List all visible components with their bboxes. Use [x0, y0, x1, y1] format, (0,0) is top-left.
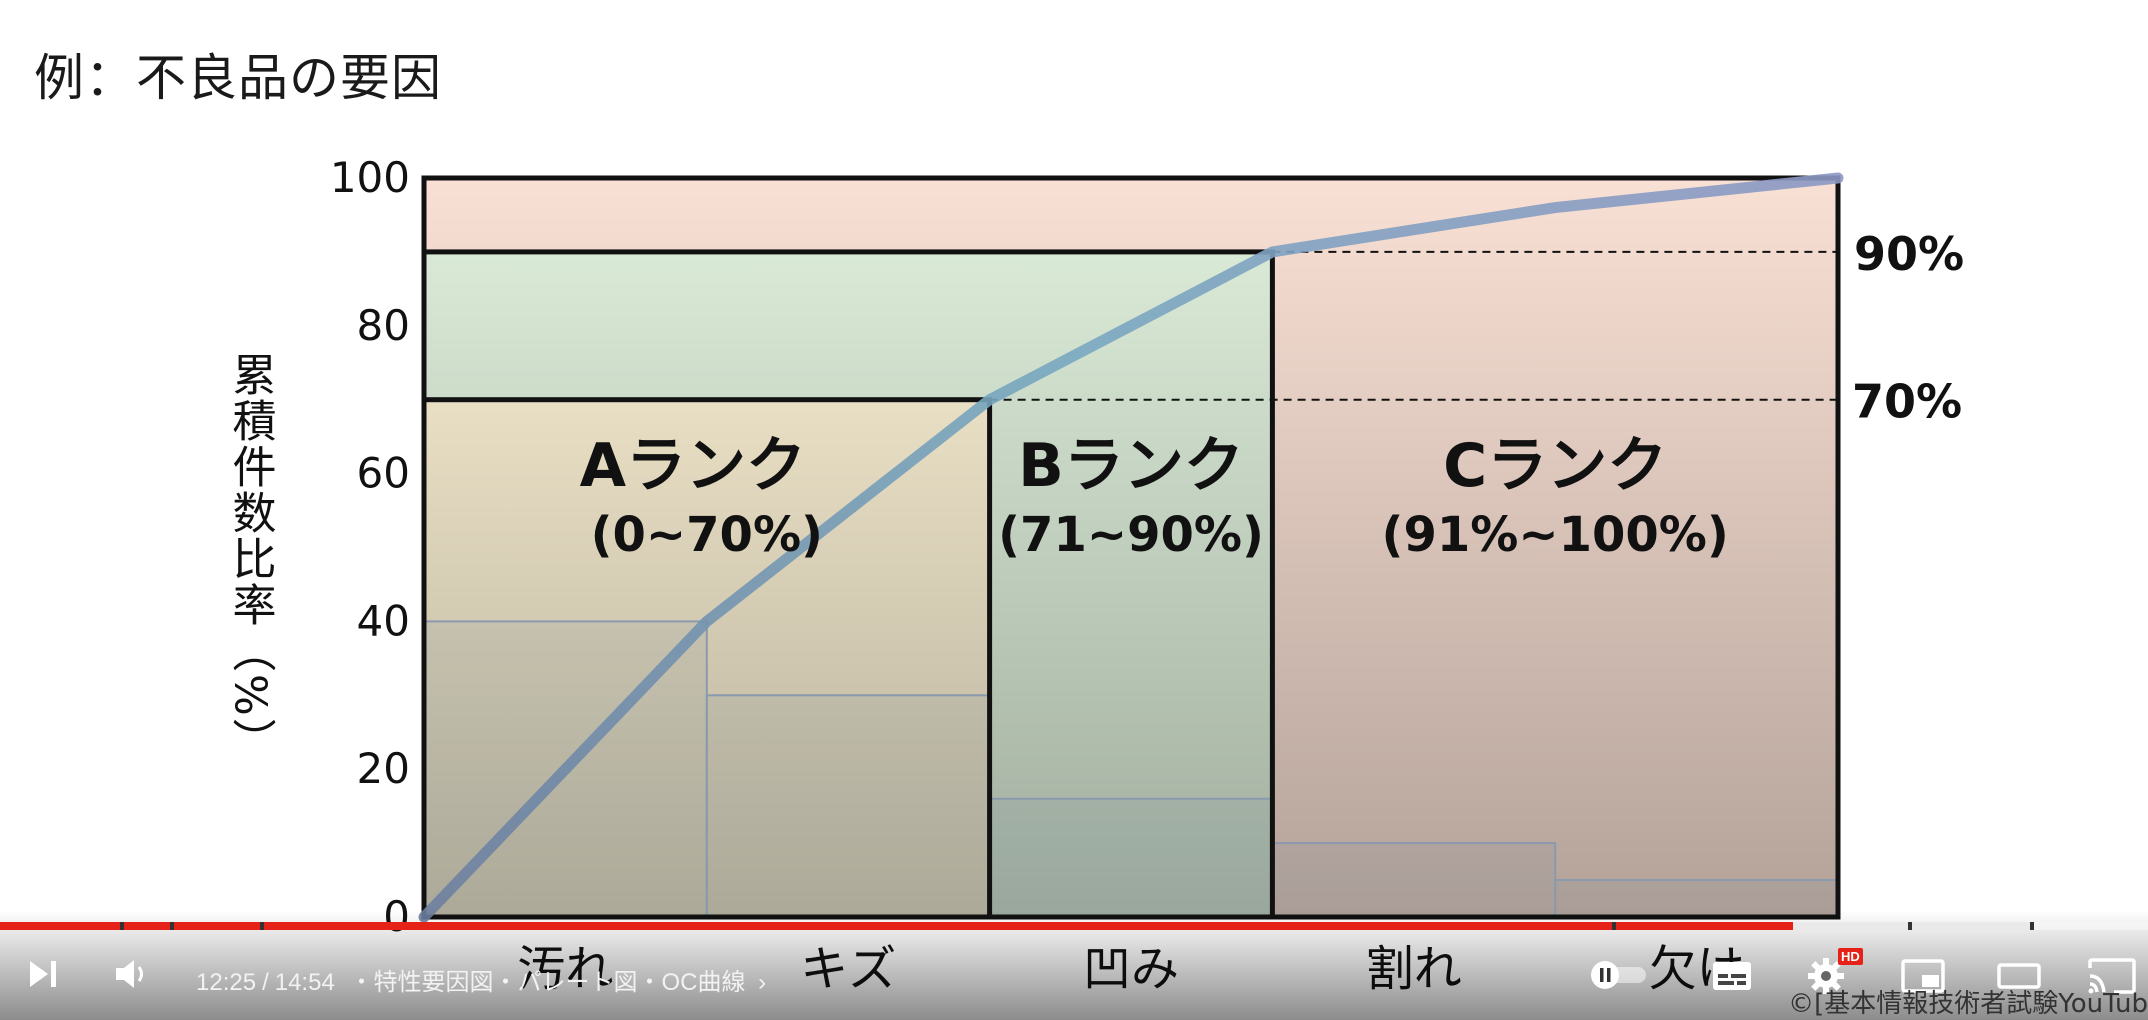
threshold-70-label: 70% [1852, 375, 1962, 429]
y-tick-label: 60 [357, 449, 410, 498]
progress-played [0, 922, 1793, 930]
y-tick-label: 0 [383, 892, 410, 941]
chapter-title[interactable]: ・特性要因図・パレート図・OC曲線 [349, 969, 746, 996]
y-tick-label: 40 [357, 596, 410, 645]
cumulative-line [418, 172, 1844, 923]
x-category-label: 凹み [1083, 941, 1179, 997]
rank-name-1: Aランク [580, 431, 806, 501]
x-category-label: 割れ [1366, 941, 1462, 997]
bar-3 [988, 797, 1274, 919]
bar-4 [1271, 842, 1557, 918]
x-category-label: 汚れ [517, 941, 613, 997]
progress-bar[interactable] [0, 922, 2148, 930]
subtitles-icon [1713, 962, 1751, 990]
watermark: ©[基本情報技術者試験YouTub [1788, 989, 2148, 1019]
cast-button[interactable] [2084, 954, 2140, 998]
y-tick-label: 80 [357, 301, 410, 350]
slide-heading: 例：不良品の要因 [34, 49, 442, 107]
rank-a-box [421, 397, 993, 920]
rank-range-3: (91%~100%) [1382, 507, 1729, 563]
autoplay-toggle[interactable] [1588, 958, 1650, 992]
miniplayer-button[interactable] [1898, 956, 1948, 996]
x-category-label: キズ [800, 941, 896, 997]
miniplayer-icon [1901, 959, 1945, 993]
volume-button[interactable] [108, 952, 156, 996]
next-icon [30, 961, 56, 987]
volume-icon [116, 960, 143, 988]
next-button[interactable] [20, 952, 64, 996]
bar-2 [705, 694, 991, 918]
duration: 14:54 [274, 969, 335, 996]
y-tick-label: 20 [357, 744, 410, 793]
rank-name-3: Cランク [1443, 431, 1667, 501]
subtitles-button[interactable] [1708, 956, 1756, 996]
time-separator: / [262, 969, 269, 996]
autoplay-toggle-icon [1591, 961, 1646, 989]
y-tick-label: 100 [330, 153, 410, 202]
y-axis-label: 累積件数比率（%） [225, 352, 276, 764]
hd-badge: HD [1838, 948, 1863, 965]
rank-name-2: Bランク [1018, 431, 1244, 501]
rank-range-2: (71~90%) [998, 507, 1264, 563]
threshold-90-label: 90% [1854, 227, 1964, 281]
theater-mode-button[interactable] [1994, 956, 2044, 996]
shade-overlay [424, 178, 1838, 917]
chevron-right-icon[interactable]: › [758, 969, 767, 996]
rank-range-1: (0~70%) [591, 507, 823, 563]
time-display: 12:25/14:54 ・特性要因図・パレート図・OC曲線 › [196, 962, 766, 997]
current-time: 12:25 [196, 969, 257, 996]
theater-icon [1997, 963, 2041, 989]
cast-icon [2088, 958, 2136, 994]
